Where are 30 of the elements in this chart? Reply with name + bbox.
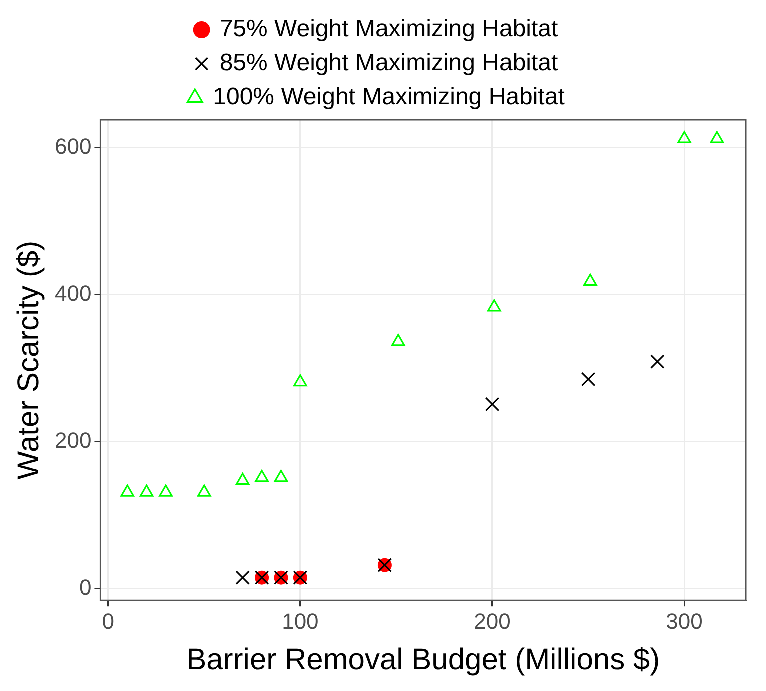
y-tick-label: 400 (54, 280, 92, 306)
x-tick-label: 100 (282, 608, 319, 634)
point (488, 300, 502, 312)
point (274, 470, 288, 482)
point (140, 484, 154, 497)
x-tick-label: 300 (666, 608, 703, 634)
point (581, 372, 596, 387)
legend-label: 85% Weight Maximizing Habitat (220, 50, 559, 77)
point (678, 131, 692, 144)
point (120, 484, 134, 497)
y-tick-label: 200 (54, 428, 92, 453)
x-axis-title: Barrier Removal Budget (Millions $) (186, 643, 660, 676)
point (710, 131, 724, 144)
point (485, 397, 500, 412)
y-tick-label: 0 (79, 574, 92, 600)
point (255, 470, 269, 482)
point (198, 484, 212, 497)
point (650, 354, 665, 369)
y-tick-label: 600 (54, 134, 92, 159)
point (236, 570, 250, 585)
point (159, 484, 173, 497)
legend-label: 100% Weight Maximizing Habitat (213, 84, 566, 111)
point (294, 374, 308, 387)
point (584, 274, 598, 286)
x-tick-label: 200 (474, 608, 511, 634)
point (236, 473, 250, 486)
y-axis-title: Water Scarcity ($) (12, 240, 46, 480)
x-tick-label: 0 (102, 608, 115, 634)
point (392, 334, 406, 346)
legend-label: 75% Weight Maximizing Habitat (220, 16, 559, 43)
